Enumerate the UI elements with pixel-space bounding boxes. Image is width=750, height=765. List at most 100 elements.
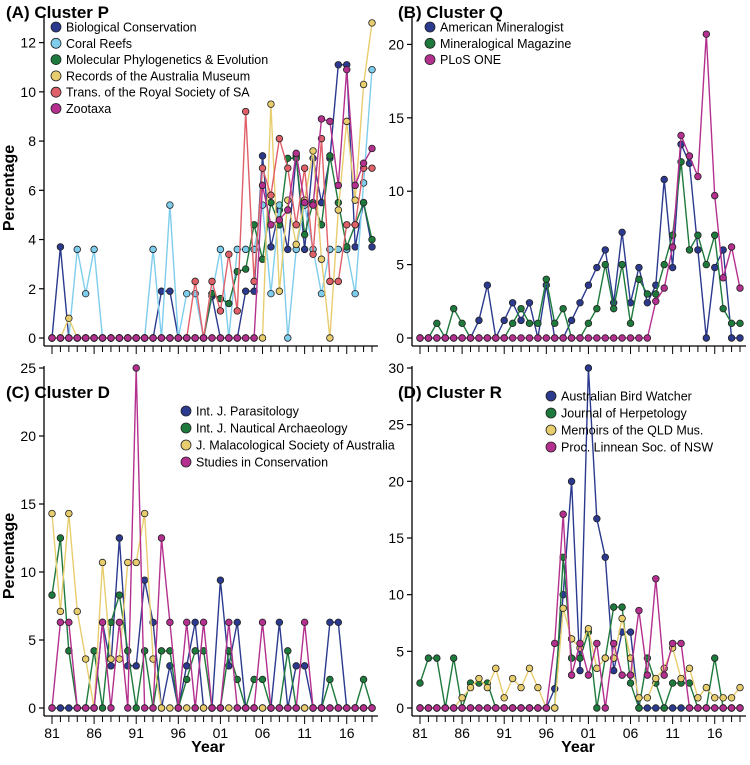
panel-c-ytick-label: 25: [20, 360, 36, 376]
panel-b-ytick-label: 0: [396, 330, 404, 346]
panel-c-series-j-malacological-society-of-australia-point: [124, 558, 132, 567]
panel-d-series-memoirs-of-the-qld-mus-point: [551, 704, 559, 712]
panel-c-series-studies-in-conservation-point: [368, 704, 376, 712]
panel-d-xtick-label: 01: [581, 725, 597, 741]
panel-b-series-mineralogical-magazine-point: [458, 319, 466, 328]
panel-d-series-proc-linnean-soc-of-nsw-point: [668, 639, 677, 648]
panel-d-series-australian-bird-watcher-point: [626, 628, 635, 636]
panel-c-series-studies-in-conservation-point: [191, 704, 199, 712]
panel-b-series-american-mineralogist-point: [694, 246, 702, 254]
panel-c-series-studies-in-conservation-point: [90, 704, 98, 712]
panel-a-series-zootaxa-point: [300, 198, 309, 207]
panel-a-ytick-label: 8: [28, 133, 36, 149]
panel-a-series-coral-reefs-point: [183, 289, 191, 298]
panel-b-series-plos-one-point: [711, 191, 719, 200]
panel-c-series-int-j-parasitology-point: [292, 662, 300, 670]
panel-d-series-memoirs-of-the-qld-mus-point: [466, 683, 475, 692]
panel-b-series-mineralogical-magazine-point: [593, 304, 601, 313]
panel-d-xtick-label: 11: [665, 725, 680, 741]
panel-b-series-mineralogical-magazine-point: [719, 304, 727, 313]
panel-c-series-studies-in-conservation-point: [300, 618, 309, 627]
panel-d-series-proc-linnean-soc-of-nsw-point: [525, 704, 534, 712]
panel-c-series-studies-in-conservation-point: [284, 704, 292, 712]
panel-d-series-proc-linnean-soc-of-nsw-point: [660, 671, 668, 679]
panel-b-ytick-label: 15: [388, 110, 404, 126]
panel-a-legend-marker: [50, 54, 62, 65]
panel-d-xlabel: Year: [561, 739, 595, 756]
panel-d-series-journal-of-herpetology-point: [711, 654, 719, 662]
panel-b-series-plos-one-point: [542, 334, 551, 342]
panel-c-ytick-label: 5: [28, 632, 36, 648]
panel-b-series-plos-one-point: [433, 334, 441, 342]
panel-d-series-journal-of-herpetology-point: [449, 654, 458, 662]
panel-d-series-australian-bird-watcher-point: [609, 666, 618, 675]
panel-d-series-journal-of-herpetology-point: [576, 654, 584, 662]
panel-b-series-plos-one-point: [449, 334, 458, 342]
panel-a-series-biological-conservation-point: [166, 287, 174, 295]
panel-a-ytick-label: 4: [28, 232, 36, 248]
panel-b-series-plos-one-point: [643, 334, 652, 342]
panel-b-series-plos-one-point: [685, 152, 694, 160]
panel-d-series-proc-linnean-soc-of-nsw-point: [584, 671, 593, 679]
panel-a-series-trans-of-the-royal-society-of-sa-point: [225, 250, 233, 259]
panel-b-legend-label: American Mineralogist: [440, 21, 564, 35]
panel-d-series-proc-linnean-soc-of-nsw-point: [492, 704, 500, 712]
panel-a-series-zootaxa-point: [267, 221, 275, 229]
panel-b-ytick-label: 10: [388, 183, 404, 199]
panel-b-series-plos-one-point: [559, 334, 567, 342]
panel-d-series-memoirs-of-the-qld-mus-point: [677, 674, 685, 683]
panel-a-series-zootaxa-point: [124, 334, 132, 342]
panel-d-series-memoirs-of-the-qld-mus-point: [719, 694, 727, 702]
panel-a-ytick-label: 6: [28, 182, 36, 198]
panel-a-series-molecular-phylogenetics-evolution-point: [359, 198, 368, 207]
panel-d-ytick-label: 10: [388, 587, 404, 603]
panel-d-series-journal-of-herpetology-point: [626, 679, 635, 687]
panel-d-series-journal-of-herpetology-point: [668, 679, 677, 687]
panel-d-series-memoirs-of-the-qld-mus-point: [727, 694, 736, 702]
panel-a-series-coral-reefs-point: [351, 289, 359, 298]
panel-d-series-memoirs-of-the-qld-mus-point: [458, 694, 466, 702]
panel-b-series-plos-one-point: [727, 243, 736, 251]
panel-d-series-memoirs-of-the-qld-mus-point: [492, 664, 500, 673]
panel-b-legend-marker: [424, 21, 436, 33]
panel-a-series-zootaxa-point: [157, 334, 166, 342]
panel-c-series-j-malacological-society-of-australia-point: [73, 607, 81, 616]
panel-c-series-int-j-parasitology-point: [132, 662, 140, 670]
panel-c-series-j-malacological-society-of-australia-point: [183, 704, 191, 712]
panel-c-series-j-malacological-society-of-australia-point: [132, 558, 140, 567]
panel-b-series-mineralogical-magazine-point: [685, 246, 694, 254]
panel-d-ytick-label: 25: [388, 417, 404, 433]
panel-d-series-proc-linnean-soc-of-nsw-point: [677, 639, 685, 648]
panel-d-series-proc-linnean-soc-of-nsw-point: [685, 704, 694, 712]
panel-b-legend: American Mineralogist Mineralogical Magaz…: [424, 21, 571, 67]
panel-d-series-proc-linnean-soc-of-nsw-point: [702, 704, 711, 712]
panel-b-series-mineralogical-magazine-point: [660, 260, 668, 269]
panel-b-legend-label: PLoS ONE: [440, 53, 501, 67]
panel-d-series-proc-linnean-soc-of-nsw-point: [466, 704, 475, 712]
panel-d-series-journal-of-herpetology-point: [635, 704, 643, 712]
panel-a-series-trans-of-the-royal-society-of-sa-point: [258, 164, 267, 172]
panel-b-series-mineralogical-magazine-point: [652, 290, 660, 298]
panel-c-series-studies-in-conservation-point: [233, 704, 241, 712]
panel-a-legend-label: Molecular Phylogenetics & Evolution: [66, 53, 268, 67]
panel-b-series-plos-one-point: [500, 334, 508, 342]
panel-a-series-trans-of-the-royal-society-of-sa-point: [275, 134, 284, 143]
panel-d-series-australian-bird-watcher-point: [584, 364, 593, 372]
panel-a-series-records-of-the-australia-museum-point: [267, 100, 275, 108]
panel-c-ylabel: Percentage: [1, 513, 18, 599]
panel-d-xtick-label: 81: [412, 725, 428, 741]
panel-a-series-zootaxa-point: [359, 159, 368, 167]
panel-c-series-studies-in-conservation-line: [51, 367, 372, 709]
panel-d-series-journal-of-herpetology-point: [609, 603, 618, 611]
panel-c-legend-label: J. Malacological Society of Australia: [196, 439, 395, 453]
panel-b-series-plos-one-point: [534, 334, 542, 342]
panel-d-series-memoirs-of-the-qld-mus-point: [601, 654, 609, 662]
panel-c-series-int-j-nautical-archaeology-point: [359, 675, 368, 684]
panel-b-ytick-label: 20: [388, 36, 404, 52]
panel-a-series-zootaxa-point: [334, 181, 343, 190]
panel-b-series-plos-one-point: [492, 334, 500, 342]
panel-b-series-mineralogical-magazine-point: [643, 290, 652, 298]
panel-c-series-int-j-parasitology-point: [140, 576, 149, 584]
panel-b-series-american-mineralogist-point: [500, 316, 508, 325]
panel-d-series-australian-bird-watcher-point: [677, 704, 685, 712]
